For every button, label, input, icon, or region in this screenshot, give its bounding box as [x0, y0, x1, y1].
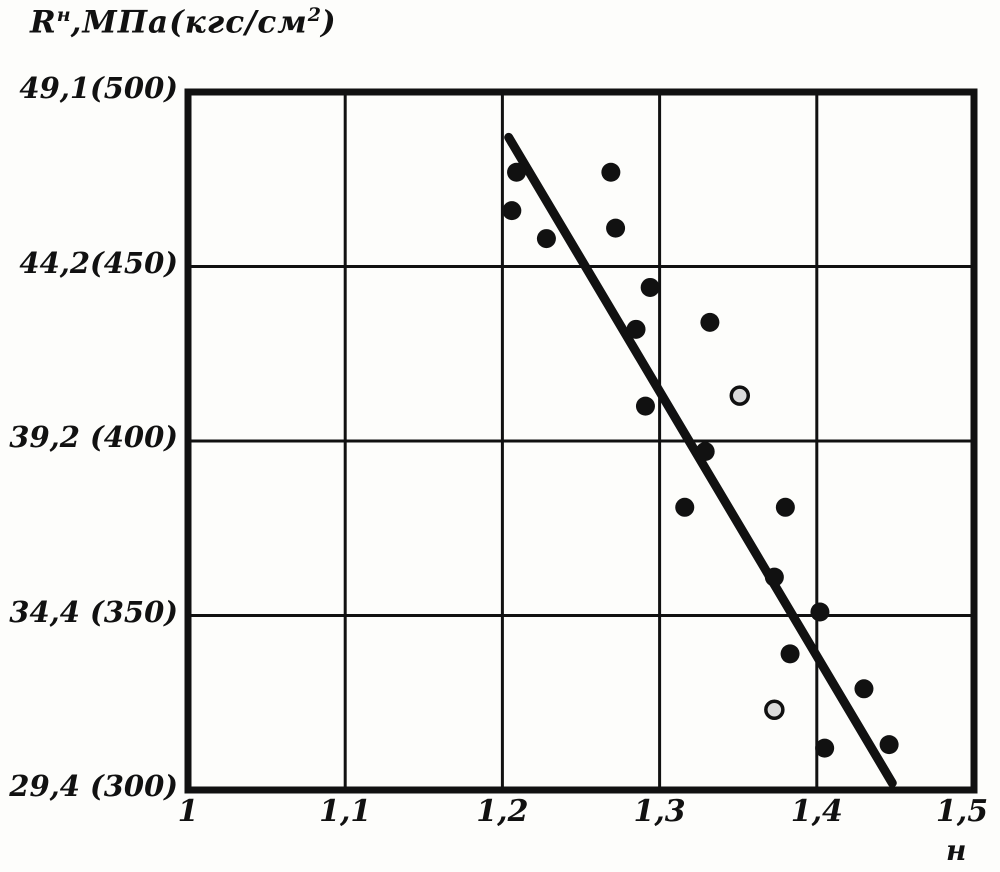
data-point: [601, 162, 621, 182]
x-tick-label: 1,5: [935, 794, 989, 829]
data-point: [780, 644, 800, 664]
data-point: [606, 218, 626, 238]
y-axis-title: Rн,МПа(кгс/см2): [30, 4, 337, 40]
x-tick-label: 1,3: [633, 794, 686, 829]
data-point: [775, 497, 795, 517]
data-point: [635, 396, 655, 416]
y-axis-title-superscript: н: [56, 4, 71, 26]
x-tick-label: 1,1: [319, 794, 372, 829]
y-tick-label: 39,2 (400): [9, 419, 178, 454]
data-point: [764, 567, 784, 587]
x-tick-label: 1,2: [476, 794, 529, 829]
data-point: [507, 162, 527, 182]
data-point: [879, 735, 899, 755]
data-point: [675, 497, 695, 517]
data-point: [536, 229, 556, 249]
data-point: [815, 738, 835, 758]
data-point: [626, 319, 646, 339]
data-point-open: [729, 385, 751, 406]
trend-line: [504, 132, 897, 788]
x-axis-title: н: [946, 834, 967, 867]
y-axis-title-units: ,МПа(кгс/см: [70, 4, 308, 41]
y-axis-units-superscript: 2: [307, 4, 321, 26]
y-tick-label: 49,1(500): [19, 70, 178, 105]
y-tick-label: 29,4 (300): [9, 768, 178, 803]
data-point-open: [764, 699, 785, 720]
data-point: [810, 602, 830, 622]
plot-border: [184, 88, 978, 794]
x-tick-label: 1,4: [790, 794, 843, 829]
y-tick-label: 34,4 (350): [9, 594, 178, 629]
y-axis-title-symbol: R: [30, 4, 57, 41]
data-point: [640, 277, 660, 297]
y-tick-label: 44,2(450): [19, 245, 178, 280]
data-point: [502, 201, 522, 221]
data-point: [700, 312, 720, 332]
data-point: [695, 441, 715, 461]
data-point: [854, 679, 874, 699]
y-axis-title-close: ): [320, 4, 337, 41]
x-tick-label: 1: [177, 794, 199, 829]
